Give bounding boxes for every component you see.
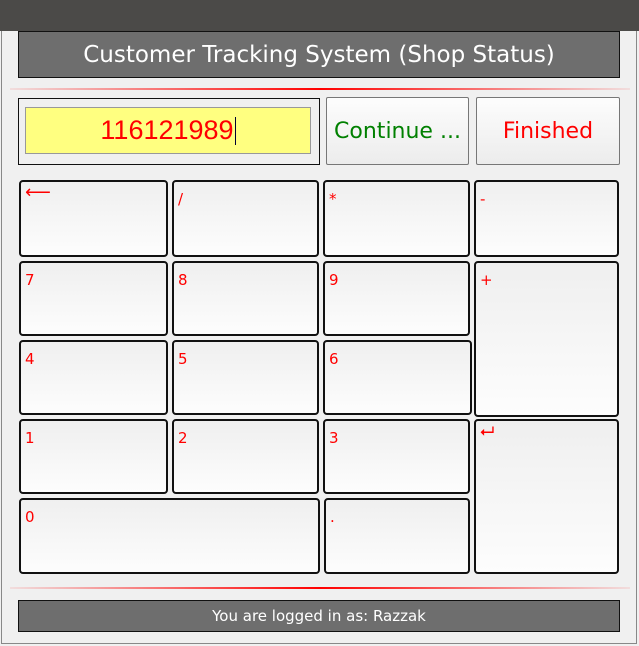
key-6[interactable]: 6 [323,340,472,415]
divider [10,587,630,589]
divider [10,88,630,90]
key-5[interactable]: 5 [172,340,319,415]
multiply-key[interactable]: * [323,180,470,257]
key-9[interactable]: 9 [323,261,470,336]
window-title-bar [0,0,639,31]
window-frame [1,31,637,644]
key-1[interactable]: 1 [19,419,168,494]
plus-key[interactable]: + [474,261,619,417]
customer-id-value: 116121989 [100,115,234,145]
backspace-key[interactable]: ⟵ [19,180,168,257]
text-caret [234,116,236,145]
key-0[interactable]: 0 [19,498,320,574]
minus-key[interactable]: - [474,180,619,257]
customer-id-input[interactable]: 116121989 [25,107,311,154]
divide-key[interactable]: / [172,180,319,257]
page-title: Customer Tracking System (Shop Status) [18,31,620,78]
key-3[interactable]: 3 [323,419,470,494]
key-8[interactable]: 8 [172,261,319,336]
status-bar: You are logged in as: Razzak [18,600,620,632]
finished-button[interactable]: Finished [476,97,620,165]
key-4[interactable]: 4 [19,340,168,415]
decimal-key[interactable]: . [324,498,470,574]
key-2[interactable]: 2 [172,419,319,494]
enter-key[interactable]: ⮠ [474,419,619,574]
continue-button[interactable]: Continue ... [326,97,469,165]
key-7[interactable]: 7 [19,261,168,336]
input-container [18,98,320,165]
